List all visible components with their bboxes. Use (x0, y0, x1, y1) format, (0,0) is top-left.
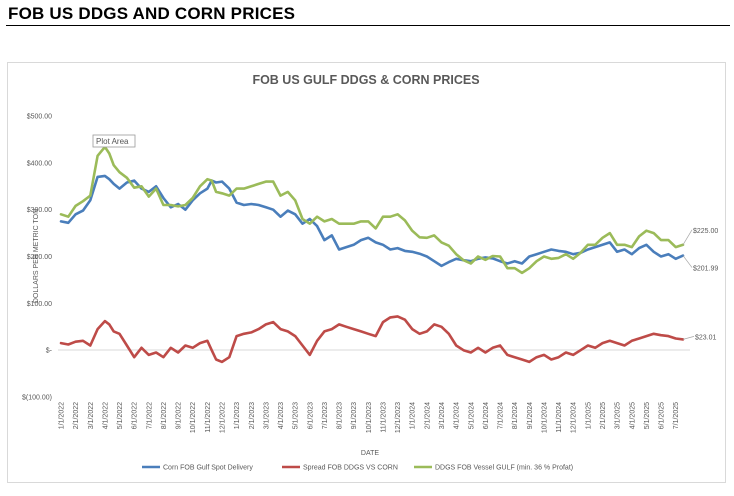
x-tick-label: 10/1/2022 (190, 402, 197, 433)
x-tick-label: 6/1/2023 (307, 402, 314, 429)
end-label: $225.00 (693, 228, 718, 235)
x-axis-ticks: 1/1/2022 2/1/2022 3/1/2022 4/1/2022 5/1/2022… (59, 402, 681, 433)
x-tick-label: 12/1/2024 (571, 402, 578, 433)
x-tick-label: 7/1/2024 (498, 402, 505, 429)
chart-legend: Corn FOB Gulf Spot Delivery Spread FOB DD… (142, 465, 573, 472)
x-tick-label: 5/1/2024 (468, 402, 475, 429)
x-tick-label: 4/1/2022 (102, 402, 109, 429)
legend-label: DDGS FOB Vessel GULF (min. 36 % Profat) (435, 465, 573, 472)
x-tick-label: 8/1/2022 (161, 402, 168, 429)
x-tick-label: 11/1/2022 (205, 402, 212, 433)
y-axis-ticks: $500.00 $400.00 $300.00 $200.00 $100.00 $- $(1… (22, 114, 53, 402)
x-tick-label: 1/1/2024 (410, 402, 417, 429)
end-label-leader (682, 229, 693, 245)
x-tick-label: 5/1/2025 (644, 402, 651, 429)
page-heading: FOB US DDGS AND CORN PRICES (8, 4, 296, 23)
chart-title: FOB US GULF DDGS & CORN PRICES (252, 73, 479, 87)
x-tick-label: 11/1/2023 (380, 402, 387, 433)
x-tick-label: 9/1/2023 (351, 402, 358, 429)
y-tick-label: $200.00 (27, 254, 52, 261)
y-tick-label: $100.00 (27, 301, 52, 308)
x-tick-label: 7/1/2025 (673, 402, 680, 429)
x-tick-label: 2/1/2022 (73, 402, 80, 429)
x-tick-label: 3/1/2024 (439, 402, 446, 429)
end-label-leader (682, 255, 693, 268)
x-tick-label: 10/1/2024 (541, 402, 548, 433)
x-tick-label: 2/1/2024 (424, 402, 431, 429)
end-labels: $201.99 $23.01 $225.00 (682, 228, 718, 341)
x-tick-label: 3/1/2025 (615, 402, 622, 429)
x-tick-label: 9/1/2024 (527, 402, 534, 429)
x-tick-label: 7/1/2023 (322, 402, 329, 429)
y-tick-label: $300.00 (27, 207, 52, 214)
x-tick-label: 12/1/2022 (219, 402, 226, 433)
end-label: $201.99 (693, 266, 718, 273)
y-tick-label: $- (46, 348, 53, 355)
x-tick-label: 3/1/2023 (263, 402, 270, 429)
x-tick-label: 4/1/2025 (629, 402, 636, 429)
series-lines (59, 145, 685, 364)
heading-divider (6, 25, 730, 26)
x-tick-label: 6/1/2022 (132, 402, 139, 429)
x-tick-label: 4/1/2023 (278, 402, 285, 429)
y-axis-label: DOLLARS PER METRIC TON (33, 209, 40, 303)
x-tick-label: 10/1/2023 (366, 402, 373, 433)
x-tick-label: 2/1/2023 (249, 402, 256, 429)
x-tick-label: 8/1/2023 (337, 402, 344, 429)
end-label-leader (682, 336, 695, 340)
plot-area-tooltip: Plot Area (92, 134, 136, 148)
x-tick-label: 5/1/2023 (293, 402, 300, 429)
chart-frame (7, 62, 726, 483)
plot-area-tooltip-text: Plot Area (96, 137, 129, 146)
y-tick-label: $500.00 (27, 114, 52, 121)
x-tick-label: 4/1/2024 (454, 402, 461, 429)
legend-label: Spread FOB DDGS VS CORN (303, 465, 398, 472)
x-tick-label: 6/1/2024 (483, 402, 490, 429)
corn-fob-gulf-line (59, 174, 685, 268)
end-label: $23.01 (695, 334, 717, 341)
legend-label: Corn FOB Gulf Spot Delivery (163, 465, 253, 472)
x-tick-label: 11/1/2024 (556, 402, 563, 433)
x-tick-label: 6/1/2025 (659, 402, 666, 429)
x-tick-label: 5/1/2022 (117, 402, 124, 429)
x-tick-label: 3/1/2022 (88, 402, 95, 429)
x-tick-label: 12/1/2023 (395, 402, 402, 433)
x-tick-label: 9/1/2022 (176, 402, 183, 429)
x-tick-label: 1/1/2025 (585, 402, 592, 429)
x-axis-label: DATE (361, 450, 379, 457)
x-tick-label: 1/1/2023 (234, 402, 241, 429)
x-tick-label: 8/1/2024 (512, 402, 519, 429)
x-tick-label: 1/1/2022 (59, 402, 66, 429)
y-tick-label: $(100.00) (22, 395, 52, 402)
spread-ddgs-corn-line (59, 315, 685, 364)
x-tick-label: 7/1/2022 (146, 402, 153, 429)
y-tick-label: $400.00 (27, 160, 52, 167)
x-tick-label: 2/1/2025 (600, 402, 607, 429)
ddgs-fob-vessel-line (59, 145, 685, 275)
